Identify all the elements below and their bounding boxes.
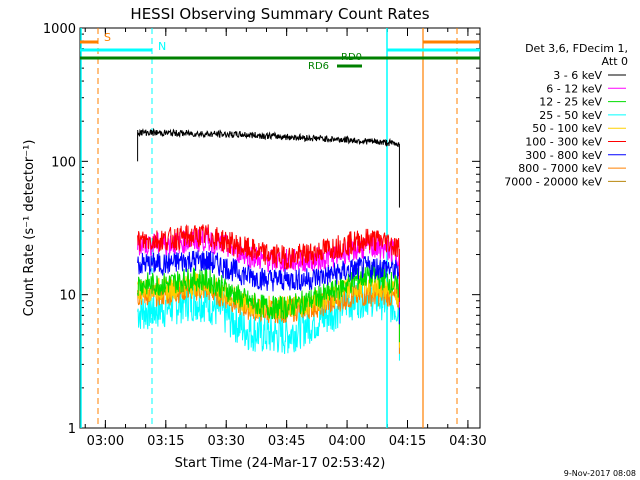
x-axis: 03:00 03:15 03:30 03:45 04:00 04:15 04:30 bbox=[84, 28, 487, 449]
x-tick-label: 03:00 bbox=[87, 434, 124, 449]
x-tick-label: 03:45 bbox=[268, 434, 305, 449]
legend-label: 100 - 300 keV bbox=[525, 136, 602, 149]
saa-label: S bbox=[104, 31, 111, 44]
legend-label: 12 - 25 keV bbox=[539, 96, 602, 109]
series-line bbox=[137, 263, 400, 320]
x-tick-label: 04:30 bbox=[449, 434, 486, 449]
legend-label: 3 - 6 keV bbox=[553, 69, 602, 82]
x-tick-label: 04:00 bbox=[328, 434, 365, 449]
legend-header: Att 0 bbox=[602, 55, 628, 68]
x-axis-label: Start Time (24-Mar-17 02:53:42) bbox=[175, 456, 386, 471]
x-tick-label: 04:15 bbox=[389, 434, 426, 449]
legend-label: 800 - 7000 keV bbox=[518, 162, 602, 175]
plot-frame bbox=[79, 27, 481, 429]
y-tick-label: 100 bbox=[51, 155, 76, 170]
series-line bbox=[137, 249, 400, 292]
chart-title: HESSI Observing Summary Count Rates bbox=[130, 5, 429, 23]
legend-label: 25 - 50 keV bbox=[539, 109, 602, 122]
y-tick-label: 10 bbox=[59, 289, 76, 304]
footer-date: 9-Nov-2017 08:08 bbox=[564, 469, 636, 478]
rd6-label: RD6 bbox=[308, 61, 329, 72]
legend-label: 50 - 100 keV bbox=[532, 122, 602, 135]
series-lines bbox=[137, 127, 400, 361]
y-tick-label: 1 bbox=[68, 422, 76, 437]
rd0-label: RD0 bbox=[341, 52, 362, 63]
legend-label: 300 - 800 keV bbox=[525, 149, 602, 162]
series-line bbox=[137, 224, 400, 270]
x-tick-label: 03:15 bbox=[147, 434, 184, 449]
legend-header: Det 3,6, FDecim 1, bbox=[525, 42, 628, 55]
y-axis-label: Count Rate (s⁻¹ detector⁻¹) bbox=[22, 140, 37, 317]
series-line bbox=[137, 127, 400, 148]
x-tick-label: 03:30 bbox=[207, 434, 244, 449]
legend-label: 6 - 12 keV bbox=[546, 82, 602, 95]
flag-lines: S N RD0 RD6 bbox=[80, 28, 480, 428]
y-axis: 1 10 100 1000 bbox=[43, 22, 480, 437]
legend-label: 7000 - 20000 keV bbox=[504, 175, 602, 188]
y-tick-label: 1000 bbox=[43, 22, 76, 37]
night-label: N bbox=[158, 40, 166, 53]
